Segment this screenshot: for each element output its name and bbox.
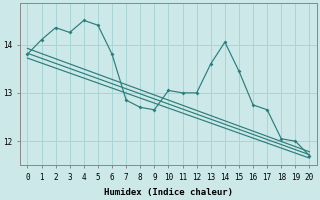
X-axis label: Humidex (Indice chaleur): Humidex (Indice chaleur) xyxy=(104,188,233,197)
